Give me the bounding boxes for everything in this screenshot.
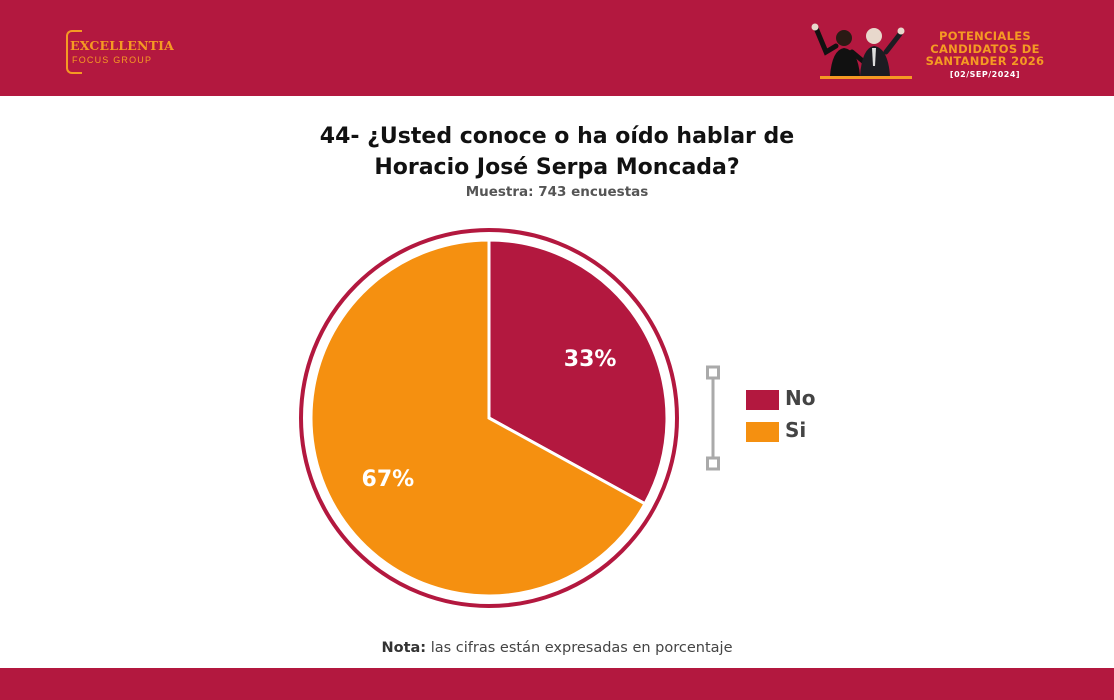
campaign-date: [02/SEP/2024] bbox=[949, 69, 1021, 79]
excellentia-logo: EXCELLENTIA FOCUS GROUP bbox=[66, 28, 174, 74]
legend-label-si: Si bbox=[785, 418, 807, 442]
campaign-title: POTENCIALES CANDIDATOS DE SANTANDER 2026… bbox=[912, 30, 1058, 79]
chart-title-line-2: Horacio José Serpa Moncada? bbox=[374, 155, 740, 180]
chart-title-line-1: 44- ¿Usted conoce o ha oído hablar de bbox=[319, 124, 795, 149]
pie-slice-no bbox=[487, 238, 669, 506]
legend-label-no: No bbox=[785, 386, 816, 410]
footer-bar bbox=[0, 668, 1114, 700]
legend-swatch-no bbox=[746, 390, 779, 410]
header-bar: EXCELLENTIA FOCUS GROUP POTENCIALES CAND… bbox=[0, 0, 1114, 96]
pie-chart: 33% 67% bbox=[299, 228, 679, 608]
photo-underline bbox=[820, 76, 912, 79]
logo-main-text: EXCELLENTIA bbox=[70, 38, 175, 53]
pie-label-si: 67% bbox=[362, 467, 415, 492]
campaign-line-3: SANTANDER 2026 bbox=[925, 54, 1045, 68]
logo-bracket-shape bbox=[66, 30, 82, 74]
chart-subtitle: Muestra: 743 encuestas bbox=[465, 184, 649, 200]
pie-slice-si bbox=[309, 238, 648, 598]
footnote-text: las cifras están expresadas en porcentaj… bbox=[426, 640, 733, 656]
legend-swatch-si bbox=[746, 422, 779, 442]
logo-sub-text: FOCUS GROUP bbox=[72, 55, 153, 65]
legend-bracket-icon bbox=[706, 365, 720, 471]
campaign-line-2: CANDIDATOS DE bbox=[930, 41, 1040, 56]
chart-title: 44- ¿Usted conoce o ha oído hablar de Ho… bbox=[200, 121, 914, 183]
candidates-photo bbox=[811, 23, 912, 79]
pie-label-no: 33% bbox=[564, 347, 617, 372]
footnote: Nota: las cifras están expresadas en por… bbox=[200, 640, 914, 656]
campaign-line-1: POTENCIALES bbox=[939, 29, 1031, 43]
footnote-label: Nota: bbox=[381, 640, 427, 656]
